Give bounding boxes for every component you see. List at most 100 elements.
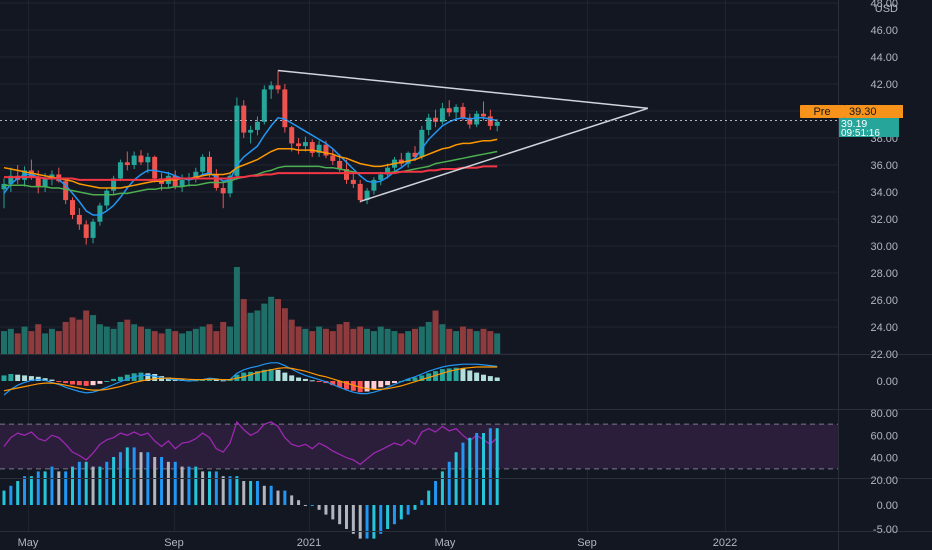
histogram-bar <box>235 476 239 505</box>
volume-bar <box>14 333 21 354</box>
macd-histogram-bar <box>42 378 48 381</box>
histogram-bar <box>495 428 499 505</box>
macd-histogram-bar <box>117 376 123 381</box>
macd-histogram-bar <box>391 381 397 384</box>
macd-histogram-bar <box>138 372 144 381</box>
histogram-bar <box>310 505 314 506</box>
histogram-bar <box>23 476 27 505</box>
histogram-bar <box>297 500 301 505</box>
pre-market-badge: Pre 39.30 <box>800 105 903 118</box>
volume-bar <box>343 321 350 354</box>
histogram-bar <box>201 471 205 505</box>
candle-body <box>316 144 322 153</box>
histogram-bar <box>434 481 438 505</box>
candle-body <box>63 181 69 201</box>
macd-histogram-bar <box>145 373 151 381</box>
histogram-bar <box>420 500 424 505</box>
histogram-tick-label: 0.00 <box>877 500 898 512</box>
macd-histogram-bar <box>124 374 130 381</box>
volume-bar <box>220 321 227 354</box>
histogram-bar <box>43 471 47 505</box>
macd-histogram-bar <box>90 381 96 386</box>
candle-body <box>289 127 295 144</box>
volume-bar <box>131 324 138 354</box>
volume-bar <box>69 317 76 354</box>
macd-histogram-bar <box>254 371 260 381</box>
candle-body <box>405 152 411 164</box>
volume-bar <box>439 324 446 354</box>
candle-body <box>460 106 466 118</box>
price-tick-label: 34.00 <box>870 187 898 199</box>
histogram-bar <box>276 490 280 505</box>
volume-bar <box>391 331 398 354</box>
histogram-bar <box>345 505 348 529</box>
volume-bar <box>62 321 69 354</box>
macd-histogram-bar <box>22 375 28 381</box>
volume-bar <box>480 328 487 354</box>
volume-bar <box>322 328 329 354</box>
candle-body <box>83 224 89 238</box>
candle-body <box>282 89 288 128</box>
volume-bar <box>48 328 55 354</box>
candle-body <box>357 183 363 201</box>
candle-body <box>234 105 240 176</box>
macd-histogram-bar <box>289 375 295 381</box>
candle-body <box>296 143 302 147</box>
macd-histogram-bar <box>316 381 322 382</box>
macd-histogram-bar <box>261 369 267 381</box>
macd-histogram-bar <box>433 371 439 381</box>
triangle-trendlines[interactable] <box>277 69 649 203</box>
macd-histogram-bar <box>200 379 206 381</box>
moving-average-line <box>3 138 498 189</box>
macd-histogram-bar <box>275 369 281 381</box>
macd-pane[interactable] <box>1 362 500 396</box>
trendline <box>359 107 649 203</box>
volume-bar <box>494 333 501 354</box>
volume-bar <box>364 328 371 354</box>
candle-body <box>446 108 452 113</box>
candle-body <box>412 152 418 157</box>
candle-body <box>35 177 41 187</box>
rsi-tick-label: 60.00 <box>870 430 898 442</box>
rsi-pane[interactable] <box>0 420 838 470</box>
histogram-bar <box>365 505 369 539</box>
volume-bar <box>192 328 199 354</box>
price-axis[interactable]: 48.0046.0044.0042.0040.0038.0036.0034.00… <box>870 0 898 536</box>
macd-histogram-bar <box>302 378 308 381</box>
volume-bar <box>247 312 254 354</box>
volume-bar <box>103 326 110 354</box>
macd-histogram-bar <box>385 381 391 386</box>
volume-bar <box>165 328 172 354</box>
price-pane[interactable] <box>1 70 500 245</box>
macd-histogram-bar <box>97 381 103 384</box>
macd-histogram-bar <box>481 374 486 381</box>
histogram-bar <box>84 461 88 505</box>
price-tick-label: 32.00 <box>870 214 898 226</box>
volume-bar <box>213 331 220 354</box>
histogram-bar <box>9 485 13 505</box>
candle-body <box>193 171 199 179</box>
volume-bar <box>35 324 42 354</box>
macd-histogram-bar <box>63 381 69 384</box>
currency-label: USD <box>875 3 898 15</box>
volume-bar <box>206 324 213 354</box>
macd-histogram-bar <box>364 381 370 392</box>
volume-bars <box>1 267 501 354</box>
rsi-line <box>3 420 498 466</box>
time-axis[interactable]: May Sep 2021 May Sep 2022 <box>18 537 738 549</box>
candle-body <box>104 190 110 206</box>
candle-body <box>371 179 377 191</box>
candle-body <box>323 144 329 156</box>
candle-body <box>474 113 480 125</box>
volume-bar <box>459 326 466 354</box>
volume-bar <box>83 310 90 354</box>
countdown-timer: 09:51:16 <box>841 128 880 139</box>
volume-bar <box>268 296 275 354</box>
histogram-bar <box>173 461 177 505</box>
volume-bar <box>398 333 405 354</box>
volume-bar <box>151 331 158 354</box>
candle-body <box>481 113 486 117</box>
volume-bar <box>144 328 151 354</box>
time-axis-label: May <box>18 537 39 549</box>
